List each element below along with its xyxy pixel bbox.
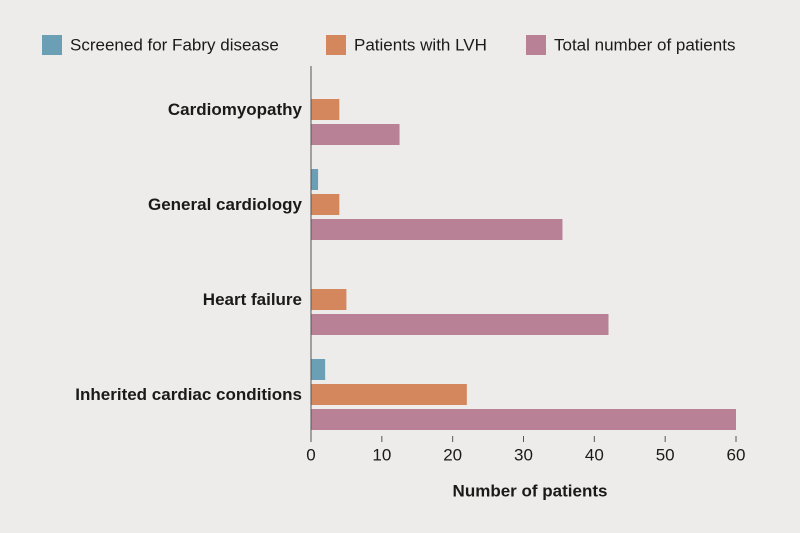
x-tick-label: 30 [514,445,533,464]
bar [311,219,563,240]
bar [311,124,400,145]
y-tick-label: Cardiomyopathy [168,100,303,119]
bar [311,409,736,430]
bar [311,359,326,380]
x-tick-label: 10 [372,445,391,464]
bar [311,384,467,405]
legend-label: Screened for Fabry disease [70,35,279,54]
y-tick-label: General cardiology [148,195,303,214]
legend-label: Total number of patients [554,35,735,54]
x-axis-title: Number of patients [453,481,608,500]
x-tick-label: 40 [585,445,604,464]
bar [311,169,319,190]
x-tick-label: 20 [443,445,462,464]
bar [311,289,347,310]
y-tick-label: Inherited cardiac conditions [75,385,302,404]
legend-swatch [42,35,62,55]
legend-swatch [526,35,546,55]
y-tick-label: Heart failure [203,290,302,309]
bar [311,99,340,120]
legend-label: Patients with LVH [354,35,487,54]
bar [311,194,340,215]
x-tick-label: 0 [306,445,315,464]
bar [311,314,609,335]
x-tick-label: 50 [656,445,675,464]
x-tick-label: 60 [727,445,746,464]
legend-swatch [326,35,346,55]
